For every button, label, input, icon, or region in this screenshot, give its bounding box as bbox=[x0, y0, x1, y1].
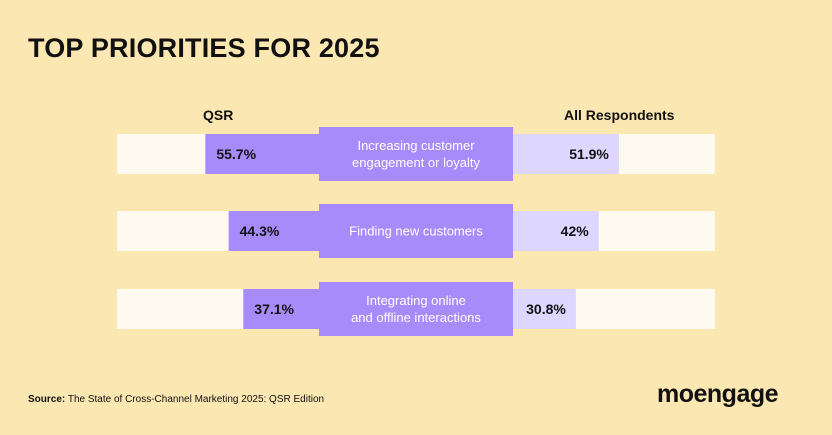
bar-all-respondents bbox=[513, 289, 576, 329]
data-label-all-respondents: 30.8% bbox=[526, 301, 566, 317]
category-label: Integrating online and offline interactio… bbox=[351, 293, 481, 325]
bar-qsr bbox=[205, 134, 319, 174]
category-label: Increasing customer engagement or loyalty bbox=[352, 138, 480, 170]
source-label: Source: bbox=[28, 394, 66, 405]
category-label-box bbox=[319, 127, 513, 181]
chart-title: TOP PRIORITIES FOR 2025 bbox=[28, 33, 380, 63]
source-text: The State of Cross-Channel Marketing 202… bbox=[67, 394, 325, 405]
data-label-qsr: 37.1% bbox=[254, 301, 294, 317]
category-label: Finding new customers bbox=[349, 224, 483, 239]
bar-all-respondents bbox=[513, 134, 619, 174]
legend-all-respondents: All Respondents bbox=[564, 107, 675, 123]
data-label-all-respondents: 42% bbox=[561, 223, 590, 239]
bar-all-respondents bbox=[513, 211, 599, 251]
category-label-box bbox=[319, 204, 513, 258]
data-label-qsr: 44.3% bbox=[240, 223, 280, 239]
data-label-qsr: 55.7% bbox=[216, 146, 256, 162]
source-note: Source: The State of Cross-Channel Marke… bbox=[28, 394, 324, 405]
bar-qsr bbox=[243, 289, 319, 329]
category-label-box bbox=[319, 282, 513, 336]
data-label-all-respondents: 51.9% bbox=[569, 146, 609, 162]
legend-qsr: QSR bbox=[203, 107, 234, 123]
bar-qsr bbox=[228, 211, 319, 251]
moengage-logo: moengage bbox=[657, 380, 779, 408]
